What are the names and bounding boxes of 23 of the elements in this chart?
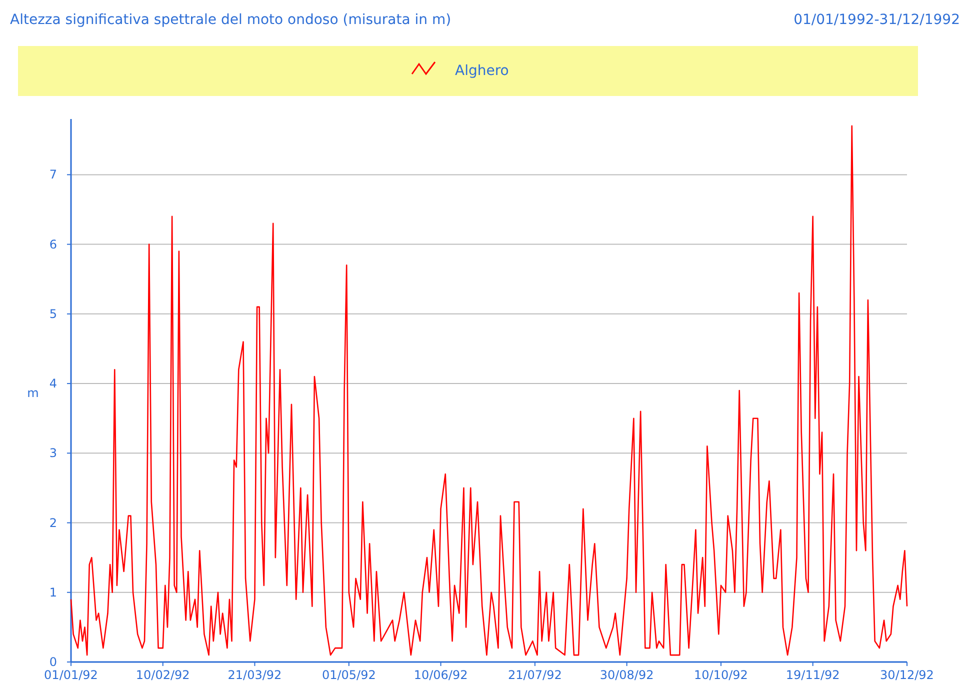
x-tick-label: 21/07/92 xyxy=(508,668,562,682)
x-tick-label: 30/12/92 xyxy=(880,668,934,682)
legend-label: Alghero xyxy=(455,63,509,79)
y-tick-label: 7 xyxy=(49,168,57,182)
x-tick-label: 10/10/92 xyxy=(694,668,748,682)
x-tick-label: 01/05/92 xyxy=(322,668,376,682)
x-tick-label: 10/06/92 xyxy=(414,668,468,682)
x-tick-label: 01/01/92 xyxy=(44,668,98,682)
y-tick-label: 2 xyxy=(49,516,57,530)
y-tick-label: 0 xyxy=(49,655,57,669)
y-axis-title: m xyxy=(27,386,39,400)
y-tick-label: 3 xyxy=(49,446,57,460)
x-tick-label: 21/03/92 xyxy=(228,668,282,682)
x-tick-label: 10/02/92 xyxy=(136,668,190,682)
x-tick-label: 19/11/92 xyxy=(786,668,840,682)
y-tick-label: 5 xyxy=(49,306,57,321)
line-series xyxy=(70,125,908,656)
chart-subtitle: 01/01/1992-31/12/1992 xyxy=(794,12,960,28)
y-tick-label: 6 xyxy=(49,237,57,252)
x-tick-label: 30/08/92 xyxy=(600,668,654,682)
chart-title: Altezza significativa spettrale del moto ondoso (misurata in m) xyxy=(10,12,452,28)
y-tick-label: 4 xyxy=(49,376,57,391)
y-tick-label: 1 xyxy=(49,585,57,600)
